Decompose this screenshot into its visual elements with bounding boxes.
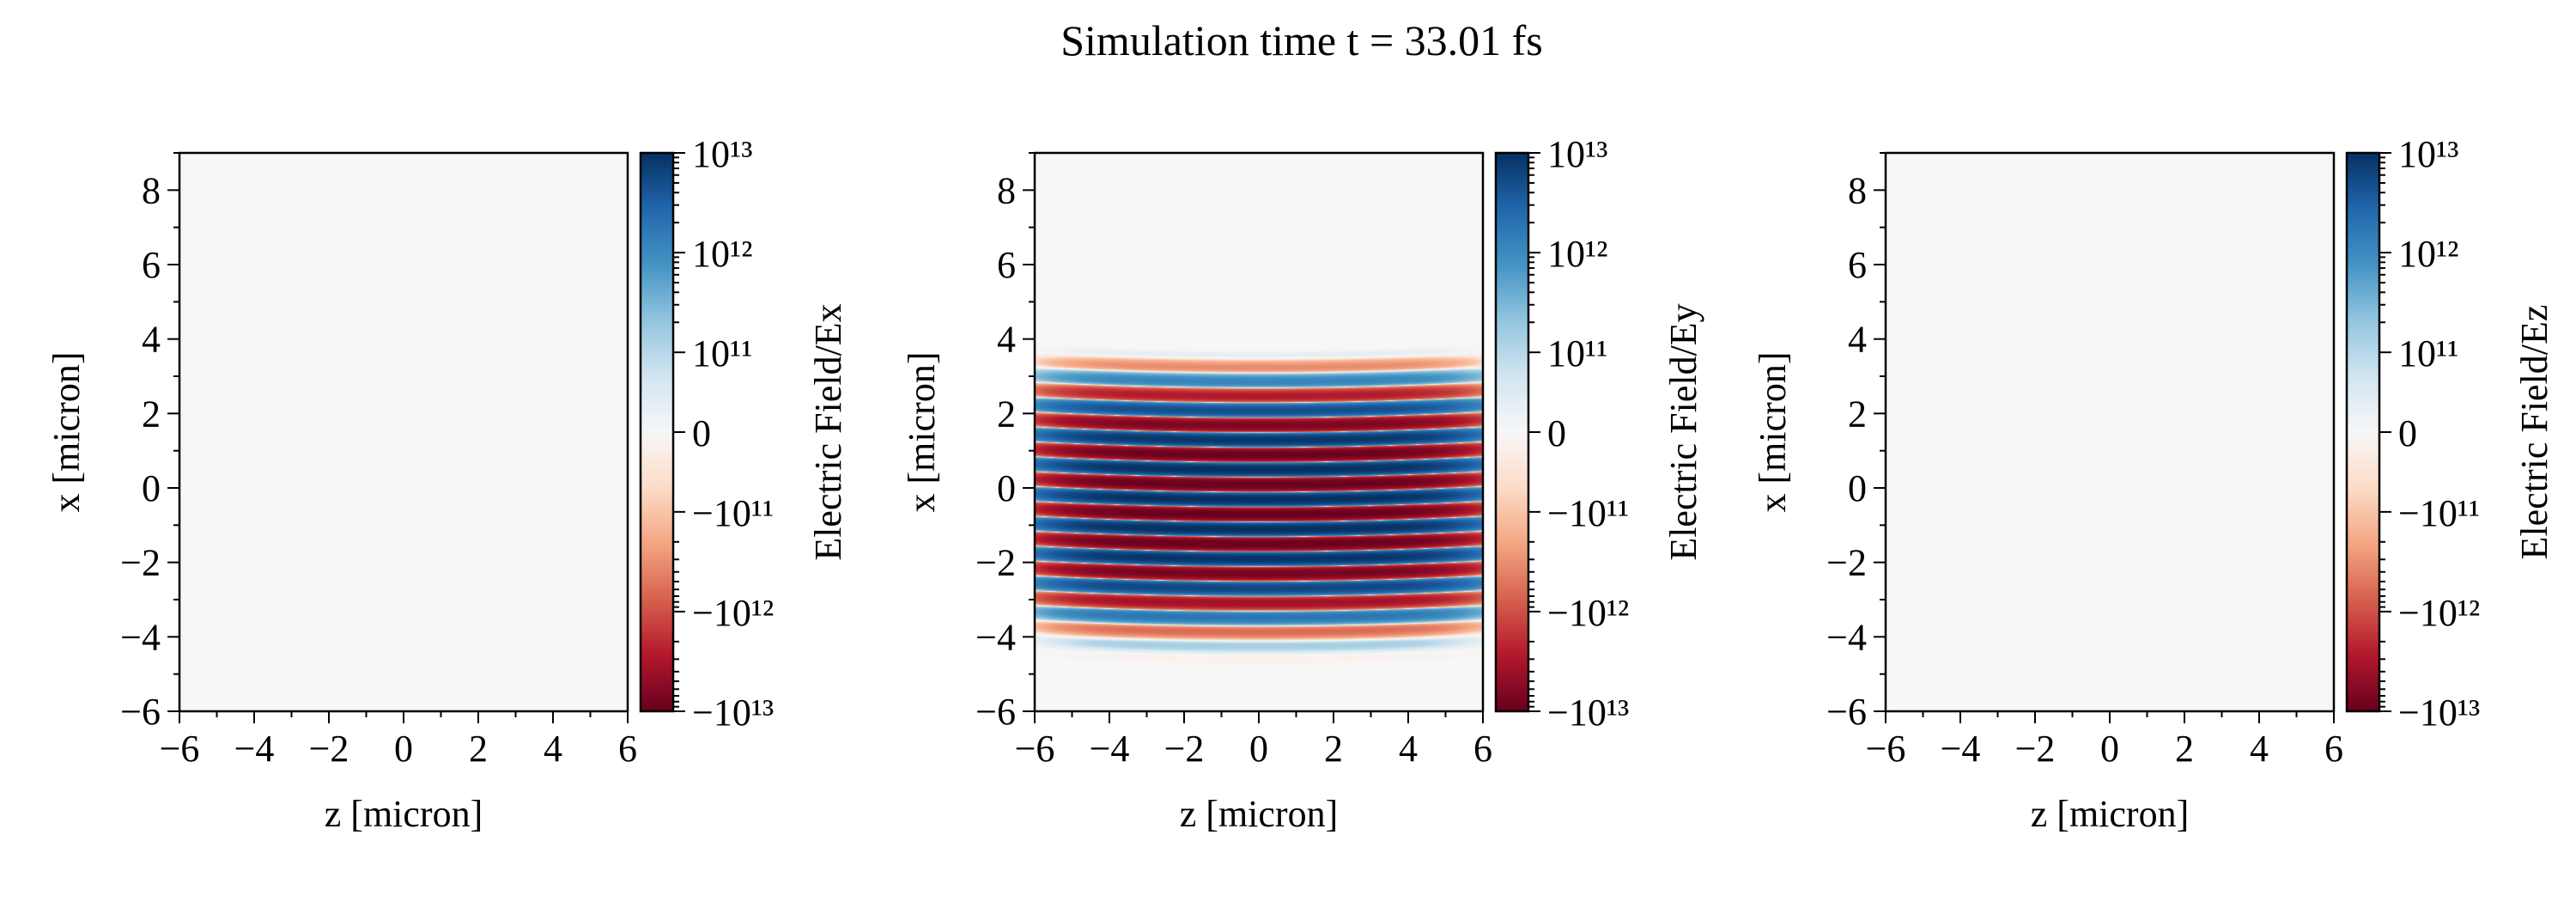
heatmap-2 bbox=[1035, 153, 1483, 711]
colorbar-tick-label: −10¹³ bbox=[2398, 692, 2480, 734]
colorbar-tick-label: 10¹² bbox=[1547, 233, 1607, 275]
x-tick-label: 2 bbox=[469, 728, 488, 770]
y-tick-label: 4 bbox=[142, 319, 161, 361]
y-tick-label: 8 bbox=[142, 169, 161, 211]
x-tick-label: 6 bbox=[2324, 728, 2343, 770]
x-tick-label: 6 bbox=[1473, 728, 1492, 770]
x-tick-label: −6 bbox=[160, 728, 200, 770]
x-axis-label: z [micron] bbox=[325, 793, 483, 835]
y-tick-label: 2 bbox=[997, 393, 1016, 435]
colorbar-label: Electric Field/Ex bbox=[807, 303, 849, 560]
colorbar-tick-label: −10¹¹ bbox=[2398, 492, 2480, 534]
x-tick-label: 4 bbox=[544, 728, 562, 770]
colorbar-1: −10¹³ −10¹² −10¹¹ 0 10¹¹ 10¹² 10¹³ Electric Fie… bbox=[639, 133, 849, 734]
colorbar-tick-label: −10¹³ bbox=[1547, 692, 1629, 734]
x-tick-label: −4 bbox=[1941, 728, 1981, 770]
colorbar-gradient bbox=[2345, 151, 2381, 713]
colorbar-tick-label: 10¹³ bbox=[1547, 133, 1607, 175]
colorbar-tick-label: 0 bbox=[692, 412, 711, 454]
y-tick-label: −6 bbox=[975, 691, 1016, 733]
colorbar-tick-label: 0 bbox=[2398, 412, 2417, 454]
colorbar-tick-label: 10¹¹ bbox=[2398, 332, 2458, 375]
panel-3: −6 −4 −2 0 2 4 6 −6 −4 −2 0 2 4 6 8 z [micron] x [micron… bbox=[1752, 133, 2555, 835]
y-tick-label: −4 bbox=[975, 616, 1016, 658]
panel-1: −6 −4 −2 0 2 4 6 −6 −4 −2 0 2 4 6 8 z [micron] x [micron… bbox=[46, 133, 849, 835]
x-tick-label: −4 bbox=[234, 728, 275, 770]
y-tick-label: 4 bbox=[1848, 319, 1867, 361]
axes-frame bbox=[178, 151, 629, 713]
y-axis-label: x [micron] bbox=[46, 352, 88, 513]
colorbar-tick-label: −10¹² bbox=[1547, 592, 1629, 634]
colorbar-3: −10¹³ −10¹² −10¹¹ 0 10¹¹ 10¹² 10¹³ Electric Fie… bbox=[2345, 133, 2555, 734]
colorbar-tick-label: −10¹² bbox=[692, 592, 774, 634]
x-tick-label: 6 bbox=[618, 728, 637, 770]
x-tick-label: 2 bbox=[1324, 728, 1343, 770]
y-tick-label: −6 bbox=[120, 691, 161, 733]
y-tick-label: 6 bbox=[142, 244, 161, 286]
colorbar-tick-label: 10¹² bbox=[2398, 233, 2458, 275]
figure-title: Simulation time t = 33.01 fs bbox=[1060, 16, 1543, 64]
panel-2: −6 −4 −2 0 2 4 6 −6 −4 −2 0 2 4 6 8 z [micron] x [micron… bbox=[901, 133, 1704, 835]
heatmap-3 bbox=[1886, 153, 2334, 711]
colorbar-tick-label: 10¹¹ bbox=[1547, 332, 1607, 375]
x-tick-label: 0 bbox=[394, 728, 413, 770]
x-tick-label: −2 bbox=[1164, 728, 1205, 770]
y-tick-label: −2 bbox=[120, 542, 161, 584]
axes-frame bbox=[1033, 151, 1485, 713]
x-axis-label: z [micron] bbox=[2031, 793, 2189, 835]
colorbar-tick-label: −10¹¹ bbox=[1547, 492, 1629, 534]
y-tick-label: 0 bbox=[142, 467, 161, 509]
y-tick-label: 2 bbox=[142, 393, 161, 435]
y-tick-label: 8 bbox=[997, 169, 1016, 211]
y-tick-label: 0 bbox=[1848, 467, 1867, 509]
y-tick-label: 6 bbox=[997, 244, 1016, 286]
colorbar-tick-label: 10¹¹ bbox=[692, 332, 752, 375]
y-axis-label: x [micron] bbox=[901, 352, 943, 513]
x-tick-label: −2 bbox=[2015, 728, 2056, 770]
colorbar-gradient bbox=[639, 151, 675, 713]
colorbar-tick-label: −10¹³ bbox=[692, 692, 774, 734]
axes-frame bbox=[1884, 151, 2336, 713]
x-tick-label: −4 bbox=[1090, 728, 1130, 770]
x-tick-label: −2 bbox=[309, 728, 349, 770]
colorbar-tick-label: 10¹³ bbox=[692, 133, 752, 175]
y-tick-label: 6 bbox=[1848, 244, 1867, 286]
colorbar-tick-label: 10¹² bbox=[692, 233, 752, 275]
colorbar-gradient bbox=[1494, 151, 1530, 713]
y-tick-label: 0 bbox=[997, 467, 1016, 509]
heatmap-1 bbox=[179, 153, 628, 711]
x-tick-label: −6 bbox=[1015, 728, 1055, 770]
x-tick-label: 4 bbox=[2250, 728, 2269, 770]
x-tick-label: −6 bbox=[1866, 728, 1906, 770]
x-tick-label: 0 bbox=[1249, 728, 1268, 770]
y-tick-label: −2 bbox=[975, 542, 1016, 584]
y-tick-label: 4 bbox=[997, 319, 1016, 361]
colorbar-label: Electric Field/Ey bbox=[1662, 303, 1704, 560]
x-tick-label: 4 bbox=[1399, 728, 1418, 770]
y-axis-label: x [micron] bbox=[1752, 352, 1794, 513]
colorbar-tick-label: −10¹¹ bbox=[692, 492, 774, 534]
y-tick-label: −4 bbox=[1826, 616, 1867, 658]
y-tick-label: −2 bbox=[1826, 542, 1867, 584]
x-tick-label: 0 bbox=[2100, 728, 2119, 770]
colorbar-label: Electric Field/Ez bbox=[2513, 305, 2555, 560]
y-tick-label: −4 bbox=[120, 616, 161, 658]
y-tick-label: 8 bbox=[1848, 169, 1867, 211]
colorbar-tick-label: 10¹³ bbox=[2398, 133, 2458, 175]
x-tick-label: 2 bbox=[2175, 728, 2194, 770]
y-tick-label: 2 bbox=[1848, 393, 1867, 435]
colorbar-2: −10¹³ −10¹² −10¹¹ 0 10¹¹ 10¹² 10¹³ Electric Fie… bbox=[1494, 133, 1704, 734]
x-axis-label: z [micron] bbox=[1180, 793, 1338, 835]
y-tick-label: −6 bbox=[1826, 691, 1867, 733]
colorbar-tick-label: −10¹² bbox=[2398, 592, 2480, 634]
colorbar-tick-label: 0 bbox=[1547, 412, 1566, 454]
